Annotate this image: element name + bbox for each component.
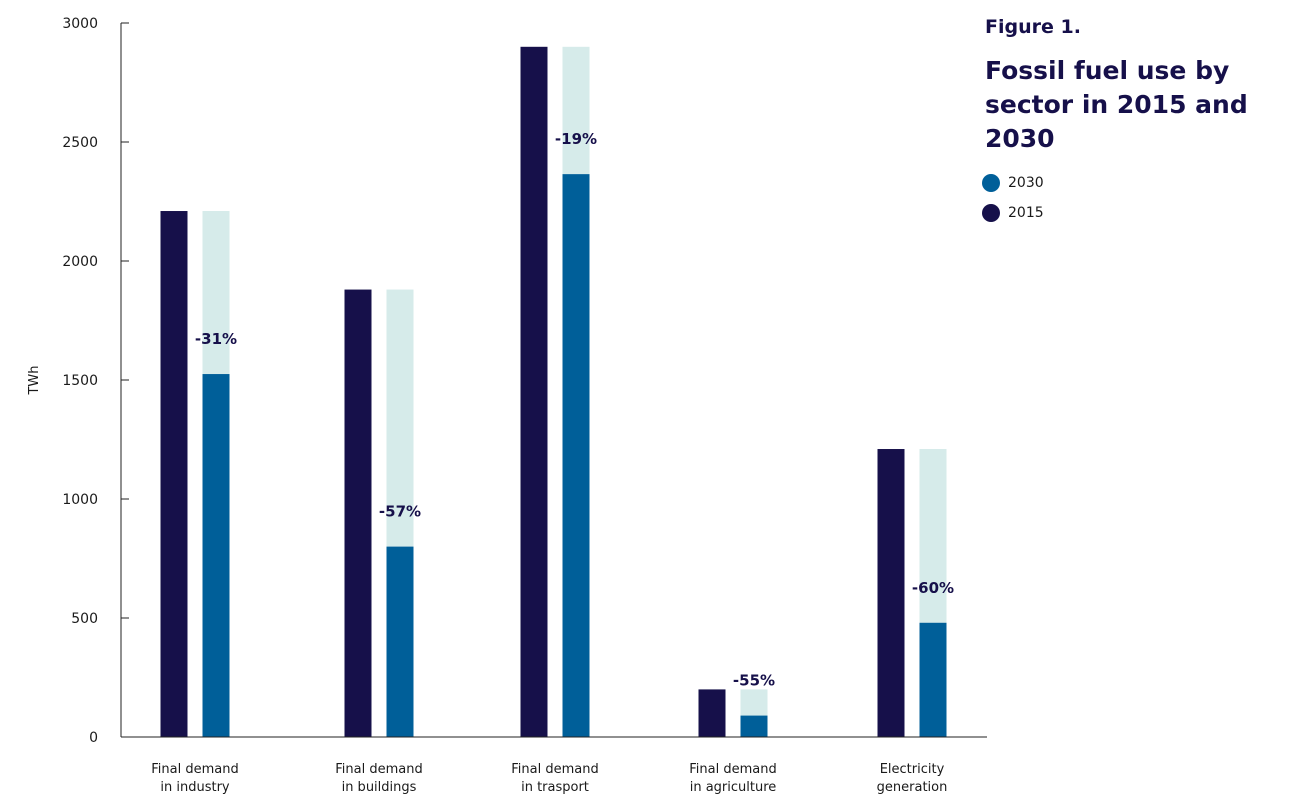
y-tick-label: 2500 xyxy=(62,135,98,151)
figure-title: Fossil fuel use by sector in 2015 and 20… xyxy=(985,56,1248,153)
x-category-label-line: in agriculture xyxy=(690,780,777,795)
bar-2030 xyxy=(562,174,590,737)
bars xyxy=(160,46,947,738)
x-category-label: Final demand in agriculture xyxy=(689,762,776,795)
x-category-label: Electricity generation xyxy=(877,762,948,795)
x-category-label-line: in trasport xyxy=(521,780,589,795)
bar-reduction xyxy=(386,289,414,547)
legend-swatch-2030 xyxy=(982,174,1000,192)
change-labels: -31% -57% -19% -55% -60% xyxy=(195,130,954,689)
x-category-label-line: Electricity xyxy=(880,762,945,777)
x-category-label: Final demand in buildings xyxy=(335,762,422,795)
y-axis: 0 500 1000 1500 2000 2500 3000 xyxy=(62,16,129,746)
bar-2030 xyxy=(919,622,947,737)
bar-2015 xyxy=(344,289,372,737)
x-category-label-line: in industry xyxy=(160,780,230,795)
x-category-label-line: Final demand xyxy=(511,762,598,777)
bar-2015 xyxy=(520,46,548,738)
bar-2030 xyxy=(386,546,414,737)
legend-label-2015: 2015 xyxy=(1008,205,1044,221)
x-category-label: Final demand in industry xyxy=(151,762,238,795)
x-category-label-line: generation xyxy=(877,780,948,795)
change-label: -31% xyxy=(195,330,237,348)
bar-2030 xyxy=(202,374,230,737)
legend: 2030 2015 xyxy=(982,172,1044,232)
y-tick-label: 1000 xyxy=(62,492,98,508)
legend-label-2030: 2030 xyxy=(1008,175,1044,191)
figure-number: Figure 1. xyxy=(985,16,1081,38)
y-tick-label: 0 xyxy=(89,730,98,746)
bar-2015 xyxy=(698,689,726,737)
x-category-label-line: Final demand xyxy=(689,762,776,777)
bar-reduction xyxy=(740,689,768,716)
y-tick-label: 3000 xyxy=(62,16,98,32)
bar-reduction xyxy=(562,46,590,175)
x-category-label: Final demand in trasport xyxy=(511,762,598,795)
y-axis-title: TWh xyxy=(27,365,42,395)
bar-reduction xyxy=(919,449,947,623)
x-category-label-line: in buildings xyxy=(342,780,417,795)
y-tick-label: 2000 xyxy=(62,254,98,270)
x-axis: Final demand in industry Final demand in bu… xyxy=(121,736,987,795)
y-tick-label: 500 xyxy=(71,611,98,627)
change-label: -57% xyxy=(379,503,421,521)
change-label: -55% xyxy=(733,672,775,690)
legend-item-2030: 2030 xyxy=(982,172,1044,194)
bar-reduction xyxy=(202,211,230,375)
x-category-label-line: Final demand xyxy=(151,762,238,777)
bar-2030 xyxy=(740,715,768,737)
y-tick-label: 1500 xyxy=(62,373,98,389)
bar-2015 xyxy=(877,449,905,737)
legend-swatch-2015 xyxy=(982,204,1000,222)
change-label: -19% xyxy=(555,130,597,148)
legend-item-2015: 2015 xyxy=(982,202,1044,224)
change-label: -60% xyxy=(912,579,954,597)
bar-2015 xyxy=(160,211,188,737)
x-category-label-line: Final demand xyxy=(335,762,422,777)
